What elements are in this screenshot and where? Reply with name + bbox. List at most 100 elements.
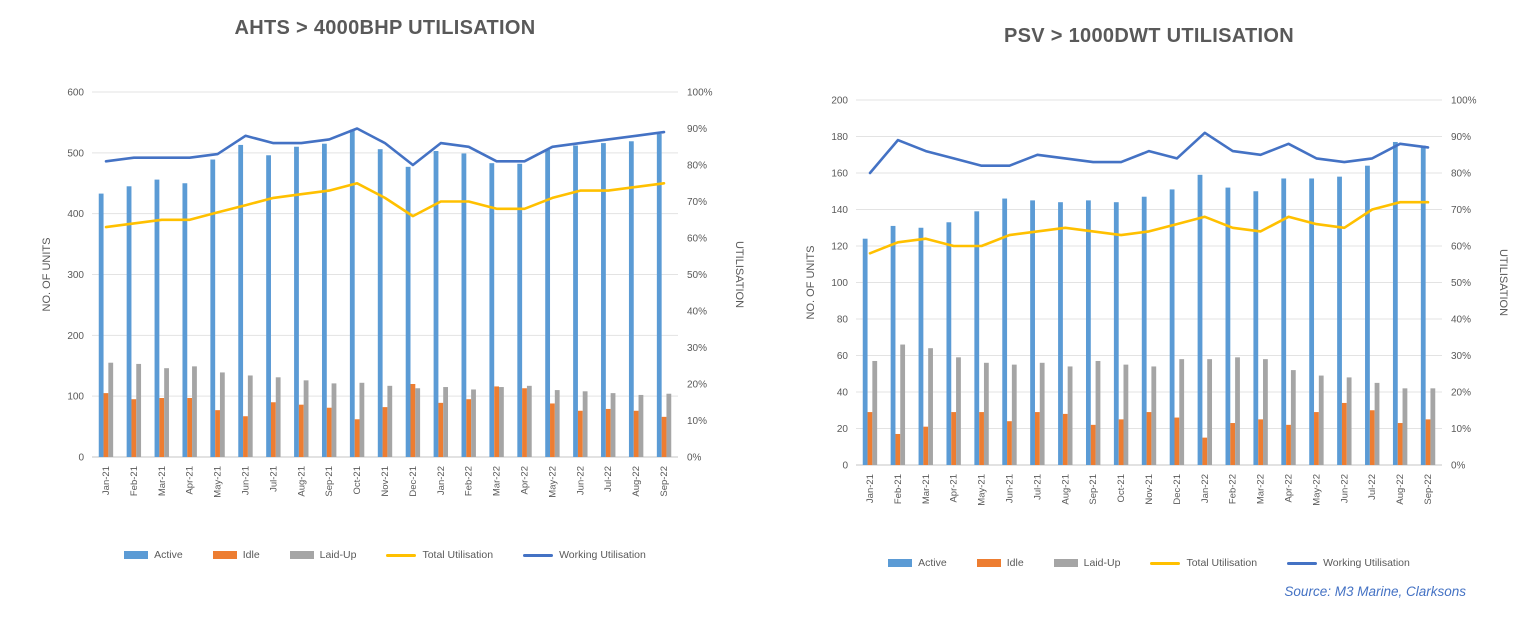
bar [461, 153, 467, 458]
bar [1425, 419, 1431, 465]
bar [270, 402, 276, 457]
gridlines [92, 91, 678, 458]
bar [895, 433, 901, 465]
y-axis-right-ticks: 0% 10% 20% 30% 40% 50% 60% 70% 80% 90% 100% [687, 88, 713, 464]
svg-text:Feb-21: Feb-21 [129, 466, 140, 496]
legend-label: Laid-Up [319, 549, 357, 561]
svg-text:Feb-21: Feb-21 [893, 474, 904, 504]
bar [872, 360, 878, 465]
bar [554, 390, 560, 457]
bar [1141, 196, 1147, 465]
legend-item-idle: Idle [976, 557, 1024, 569]
bar [1309, 178, 1315, 465]
svg-text:Jun-21: Jun-21 [1004, 474, 1015, 503]
bar [610, 393, 616, 457]
bar [1230, 423, 1236, 465]
bar [517, 163, 523, 457]
svg-text:80%: 80% [687, 161, 707, 172]
svg-text:180: 180 [831, 132, 848, 143]
svg-text:Jun-22: Jun-22 [1339, 474, 1350, 503]
bar [1179, 359, 1185, 465]
bar [577, 410, 583, 457]
bar [890, 225, 896, 465]
legend-label: Working Utilisation [1323, 557, 1410, 569]
bar [1263, 359, 1268, 465]
svg-text:40: 40 [837, 388, 849, 399]
svg-text:Mar-22: Mar-22 [492, 466, 503, 496]
svg-text:600: 600 [67, 88, 84, 99]
svg-text:0: 0 [78, 453, 84, 464]
svg-text:0%: 0% [1451, 461, 1466, 472]
bar [1314, 412, 1319, 465]
y-axis-right-title: UTILISATION [733, 241, 744, 308]
legend-label: Active [154, 549, 183, 561]
bar-series-active [98, 129, 662, 458]
bar [210, 159, 216, 457]
bar [1067, 366, 1073, 465]
bar [1258, 419, 1264, 465]
svg-text:Sep-21: Sep-21 [1088, 474, 1099, 505]
bar [382, 407, 388, 457]
svg-text:Apr-21: Apr-21 [185, 466, 196, 495]
psv-chart-legend: Active Idle Laid-Up Total Utilisation Workin… [790, 552, 1508, 574]
svg-text:Aug-22: Aug-22 [631, 466, 642, 497]
bar [1030, 200, 1035, 465]
svg-text:120: 120 [831, 242, 848, 253]
bar [928, 348, 933, 465]
psv-chart-canvas: 0 20 40 60 80 100 120 140 160 180 200 0% 10% 20% 30% 40… [805, 96, 1508, 506]
svg-text:Mar-21: Mar-21 [921, 474, 932, 504]
bar [1337, 176, 1342, 465]
svg-text:10%: 10% [1451, 424, 1471, 435]
bar [215, 410, 220, 457]
svg-text:0: 0 [842, 461, 848, 472]
svg-text:100%: 100% [1451, 96, 1477, 107]
legend-item-total_utilisation: Total Utilisation [386, 549, 493, 561]
bar [499, 387, 504, 457]
line-series-working_utilisation [104, 127, 666, 167]
bar [1402, 388, 1408, 465]
bar [1207, 359, 1213, 465]
svg-text:Feb-22: Feb-22 [464, 466, 475, 496]
active-swatch [888, 559, 913, 567]
svg-text:160: 160 [831, 169, 848, 180]
bar [298, 404, 304, 457]
ahts-chart-canvas: 0 100 200 300 400 500 600 0% 10% 20% 30% 40% 50% 60% 7… [41, 88, 744, 498]
bar [154, 179, 160, 457]
bar [247, 375, 253, 457]
legend-item-active: Active [124, 549, 183, 561]
legend-label: Total Utilisation [422, 549, 494, 561]
bar [136, 363, 142, 457]
y-axis-right-title: UTILISATION [1497, 249, 1508, 316]
bar [601, 143, 606, 457]
svg-text:90%: 90% [687, 124, 707, 135]
bar [1374, 382, 1380, 465]
svg-text:200: 200 [831, 96, 848, 107]
bar [1369, 410, 1375, 465]
bar [1365, 165, 1370, 465]
ahts-chart-title: AHTS > 4000BHP UTILISATION [234, 17, 536, 39]
bar-series-laid_up [108, 362, 672, 457]
y-axis-left-title: NO. OF UNITS [805, 246, 817, 320]
bar [405, 166, 411, 457]
bar [633, 410, 639, 457]
svg-text:30%: 30% [687, 343, 707, 354]
source-note: Source: M3 Marine, Clarksons [1284, 584, 1466, 599]
bar [159, 397, 165, 457]
svg-text:300: 300 [67, 270, 84, 281]
x-axis-labels: Jan-21 Feb-21 Mar-21 Apr-21 May-21 Jun-21 Jul-… [101, 466, 670, 498]
bar [243, 416, 248, 457]
svg-text:Feb-22: Feb-22 [1228, 474, 1239, 504]
svg-text:70%: 70% [687, 197, 707, 208]
svg-text:Jun-22: Jun-22 [575, 466, 586, 495]
legend-label: Working Utilisation [559, 549, 646, 561]
svg-text:80: 80 [837, 315, 849, 326]
y-axis-left-ticks: 0 20 40 60 80 100 120 140 160 180 200 [831, 96, 848, 472]
svg-text:20%: 20% [687, 380, 707, 391]
bar [1318, 375, 1324, 465]
svg-text:Mar-22: Mar-22 [1256, 474, 1267, 504]
bar [1420, 145, 1426, 465]
bar-series-laid_up [872, 344, 1436, 465]
svg-text:500: 500 [67, 148, 84, 159]
line-series-total_utilisation [868, 200, 1430, 255]
